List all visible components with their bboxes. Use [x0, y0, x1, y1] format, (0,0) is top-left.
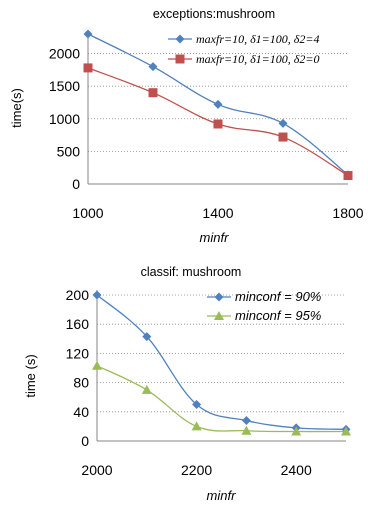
data-point [291, 426, 302, 436]
x-tick-label: 1800 [332, 205, 363, 221]
y-tick-label: 0 [81, 433, 89, 449]
x-tick-label: 2200 [181, 462, 212, 478]
y-tick-label: 200 [66, 287, 90, 303]
data-point [213, 99, 223, 109]
x-axis-label: minfr [207, 488, 237, 503]
data-point [278, 132, 288, 142]
y-tick-label: 500 [57, 143, 81, 159]
data-point [142, 332, 152, 342]
legend-marker [175, 34, 185, 44]
y-tick-label: 2000 [49, 46, 80, 62]
data-point [148, 62, 158, 72]
data-point [341, 426, 351, 436]
legend-label: maxfr=10, δ1=100, δ2=0 [196, 52, 319, 66]
data-point [278, 118, 288, 128]
chart-exceptions-mushroom: exceptions:mushroom 0 500 1000 1500 2000 100… [9, 7, 364, 245]
data-point [148, 88, 158, 98]
y-axis-label: time (s) [23, 354, 38, 397]
x-tick-label: 1000 [72, 205, 103, 221]
legend-label: maxfr=10, δ1=100, δ2=4 [196, 32, 319, 46]
data-point [241, 425, 252, 435]
series-line [96, 365, 347, 433]
legend-marker [214, 311, 224, 320]
y-tick-label: 80 [73, 375, 89, 391]
legend: minconf = 90% minconf = 95% [207, 289, 321, 323]
x-tick-label: 2400 [281, 462, 312, 478]
data-point [213, 119, 223, 129]
legend-label: minconf = 90% [235, 289, 321, 304]
y-axis-label: time(s) [9, 88, 24, 128]
x-tick-label: 1400 [202, 205, 233, 221]
data-point [241, 416, 251, 426]
chart-title: exceptions:mushroom [153, 7, 275, 21]
data-point [343, 171, 353, 181]
x-tick-label: 2000 [81, 462, 112, 478]
data-point [191, 421, 202, 431]
data-point [83, 29, 93, 39]
data-point [92, 360, 102, 370]
data-point [192, 400, 202, 409]
data-point [83, 63, 93, 73]
y-tick-label: 160 [66, 316, 90, 332]
legend-marker [214, 292, 224, 302]
data-point [141, 384, 152, 394]
y-tick-label: 120 [66, 345, 90, 361]
y-tick-label: 1500 [49, 78, 80, 94]
chart-title: classif: mushroom [141, 265, 242, 279]
legend-marker [175, 54, 185, 64]
legend: maxfr=10, δ1=100, δ2=4 maxfr=10, δ1=100, … [168, 32, 319, 66]
data-point [92, 290, 102, 300]
x-axis-label: minfr [200, 230, 230, 245]
y-tick-label: 0 [72, 176, 80, 192]
y-tick-label: 1000 [49, 111, 80, 127]
legend-label: minconf = 95% [235, 308, 321, 323]
y-tick-label: 40 [73, 404, 89, 420]
chart-classif-mushroom: classif: mushroom 0 40 80 120 160 200 2000 220… [23, 265, 351, 503]
